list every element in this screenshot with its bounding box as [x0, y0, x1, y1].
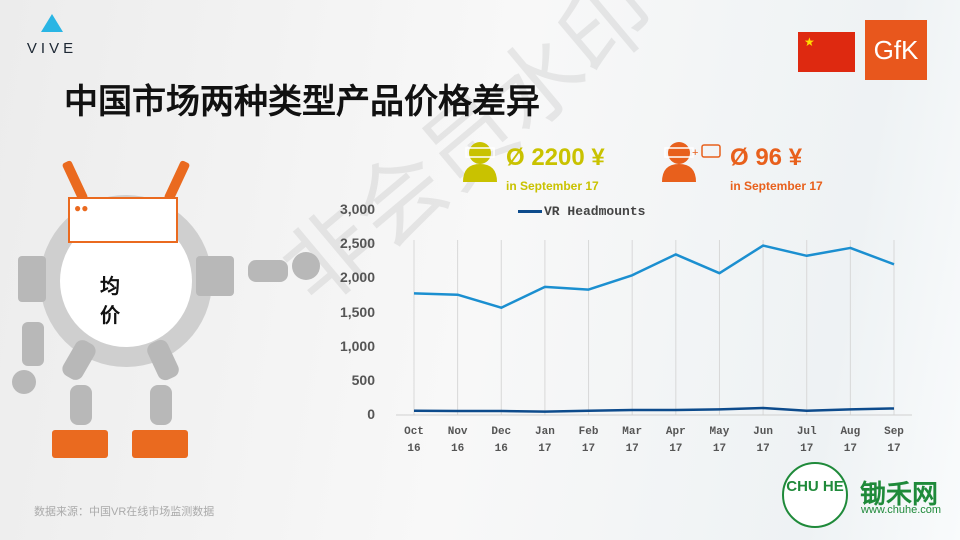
- vive-logo-text: VIVE: [26, 40, 78, 57]
- series-line-1: [413, 406, 895, 413]
- legend-label: VR Headmounts: [544, 204, 646, 219]
- mobile-vr-user-icon: +: [662, 142, 721, 182]
- y-tick-label: 1,000: [339, 337, 375, 354]
- y-tick-label: 3,000: [339, 201, 375, 217]
- y-tick-label: 2,500: [339, 235, 375, 252]
- price-mobile: Ø 96 ¥: [730, 144, 803, 171]
- x-tick-label: Aug 17: [840, 426, 861, 455]
- x-tick-label: Jul 17: [796, 426, 817, 455]
- y-tick-label: 0: [367, 406, 375, 422]
- x-tick-label: Feb 17: [578, 426, 599, 455]
- y-tick-label: 1,500: [339, 303, 375, 320]
- svg-text:+: +: [692, 147, 698, 159]
- chuhe-seal-logo: CHU HE: [782, 462, 848, 528]
- vive-triangle-icon: [41, 14, 63, 32]
- price-headmount-note: in September 17: [506, 179, 599, 193]
- y-tick-label: 2,000: [339, 269, 375, 286]
- legend-swatch: [518, 210, 542, 213]
- vive-logo: VIVE: [22, 14, 82, 57]
- x-tick-label: Sep 17: [884, 426, 904, 455]
- series-line-0: [413, 244, 895, 309]
- legend: VR Headmounts: [518, 204, 645, 219]
- vr-headset-user-icon: [463, 142, 497, 182]
- price-mobile-note: in September 17: [730, 179, 823, 193]
- chuhe-url: www.chuhe.com: [861, 504, 942, 516]
- x-tick-label: Dec 16: [491, 426, 512, 455]
- page-title: 中国市场两种类型产品价格差异: [64, 82, 540, 122]
- source-footnote: 数据来源：中国VR在线市场监测数据: [34, 506, 215, 518]
- x-tick-label: May 17: [709, 426, 730, 455]
- x-tick-label: Nov 16: [447, 426, 468, 455]
- y-tick-label: 500: [351, 371, 375, 388]
- x-tick-label: Jun 17: [753, 426, 773, 455]
- x-tick-label: Mar 17: [622, 426, 643, 455]
- chuhe-name: 锄禾网: [860, 479, 939, 509]
- robot-label: 均价: [100, 276, 120, 327]
- x-tick-label: Oct 16: [404, 426, 424, 455]
- price-headmount: Ø 2200 ¥: [506, 144, 605, 171]
- gfk-logo: GfK: [865, 20, 927, 80]
- x-tick-label: Apr 17: [665, 426, 686, 455]
- x-tick-label: Jan 17: [535, 426, 555, 455]
- china-flag-icon: ★: [798, 32, 855, 72]
